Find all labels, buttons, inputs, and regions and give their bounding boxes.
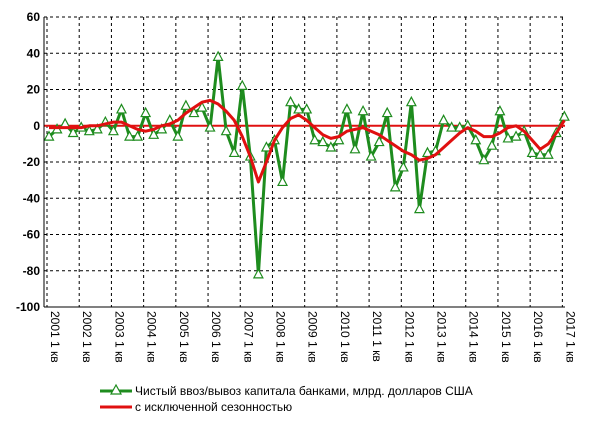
x-tick-label: 2009 1 кв: [306, 311, 320, 363]
data-point-capital-flow: [494, 104, 506, 116]
data-point-capital-flow: [277, 175, 289, 187]
grid: [44, 16, 565, 307]
y-tick-label: 60: [27, 10, 41, 24]
data-point-capital-flow: [309, 133, 321, 145]
legend-item-seasonally-adjusted: с исключенной сезонностью: [100, 400, 292, 414]
data-point-capital-flow: [196, 101, 208, 112]
x-tick-label: 2004 1 кв: [145, 311, 159, 363]
y-axis: 60 40 20 0 -20 -40 -60 -80 -100: [16, 10, 40, 314]
y-tick-label: -40: [23, 191, 41, 205]
data-point-capital-flow: [228, 146, 240, 158]
data-point-capital-flow: [156, 123, 168, 134]
data-point-capital-flow: [365, 150, 377, 161]
x-tick-label: 2003 1 кв: [112, 311, 126, 363]
x-axis: 2001 1 кв 2002 1 кв 2003 1 кв 2004 1 кв 2005…: [48, 311, 577, 363]
y-tick-label: -60: [23, 228, 41, 242]
data-point-capital-flow: [478, 153, 490, 165]
x-tick-label: 2005 1 кв: [177, 311, 191, 363]
legend: Чистый ввоз/вывоз капитала банками, млрд…: [100, 383, 473, 414]
data-point-capital-flow: [438, 114, 450, 125]
x-tick-label: 2010 1 кв: [338, 311, 352, 363]
data-point-capital-flow: [83, 124, 95, 136]
x-tick-label: 2017 1 кв: [563, 311, 577, 363]
data-point-capital-flow: [446, 121, 458, 132]
data-point-capital-flow: [301, 103, 313, 114]
data-point-capital-flow: [413, 202, 425, 214]
data-point-capital-flow: [204, 121, 216, 132]
y-tick-label: 40: [27, 46, 41, 60]
data-point-capital-flow: [212, 50, 224, 61]
data-point-capital-flow: [333, 133, 345, 145]
data-point-capital-flow: [91, 123, 103, 134]
data-point-capital-flow: [140, 106, 152, 118]
x-tick-label: 2013 1 кв: [435, 311, 449, 363]
data-point-capital-flow: [341, 103, 353, 114]
data-point-capital-flow: [542, 148, 554, 159]
data-point-capital-flow: [67, 126, 79, 138]
data-point-capital-flow: [421, 146, 433, 158]
data-point-capital-flow: [107, 124, 119, 136]
data-point-capital-flow: [534, 148, 546, 159]
data-point-capital-flow: [405, 95, 417, 107]
data-point-capital-flow: [148, 128, 160, 139]
legend-item-capital-flow: Чистый ввоз/вывоз капитала банками, млрд…: [100, 383, 473, 398]
data-point-capital-flow: [397, 161, 409, 172]
y-tick-label: -100: [16, 300, 40, 314]
data-point-capital-flow: [454, 121, 466, 132]
data-point-capital-flow: [132, 130, 144, 141]
legend-marker-triangle-icon: [109, 383, 123, 395]
data-point-capital-flow: [510, 130, 522, 141]
data-point-capital-flow: [357, 104, 369, 116]
x-tick-label: 2001 1 кв: [48, 311, 62, 363]
data-point-capital-flow: [236, 79, 248, 90]
data-point-capital-flow: [124, 130, 136, 141]
data-point-capital-flow: [325, 141, 337, 152]
data-point-capital-flow: [43, 130, 55, 141]
data-point-capital-flow: [381, 106, 393, 118]
data-point-capital-flow: [558, 110, 570, 121]
x-tick-label: 2016 1 кв: [531, 311, 545, 363]
data-point-capital-flow: [260, 141, 272, 152]
y-tick-label: -80: [23, 264, 41, 278]
data-point-capital-flow: [349, 143, 361, 154]
data-point-capital-flow: [526, 146, 538, 158]
y-tick-label: -20: [23, 155, 41, 169]
data-point-capital-flow: [180, 99, 192, 110]
legend-label-capital-flow: Чистый ввоз/вывоз капитала банками, млрд…: [135, 384, 473, 398]
data-point-capital-flow: [317, 135, 329, 147]
data-point-capital-flow: [502, 132, 514, 143]
legend-label-seasonally-adjusted: с исключенной сезонностью: [135, 400, 292, 414]
x-tick-label: 2006 1 кв: [209, 311, 223, 363]
y-tick-label: 0: [33, 119, 40, 133]
data-point-capital-flow: [115, 103, 127, 114]
data-point-capital-flow: [188, 106, 200, 118]
x-tick-label: 2015 1 кв: [499, 311, 513, 363]
data-point-capital-flow: [293, 103, 305, 114]
data-point-capital-flow: [220, 124, 232, 136]
line-seasonally-adjusted: [49, 98, 566, 184]
x-tick-label: 2008 1 кв: [273, 311, 287, 363]
series-capital-flow: [43, 50, 570, 279]
x-tick-label: 2011 1 кв: [370, 311, 384, 362]
data-point-capital-flow: [389, 181, 401, 192]
data-point-capital-flow: [252, 268, 264, 279]
data-point-capital-flow: [486, 139, 498, 150]
x-tick-label: 2012 1 кв: [402, 311, 416, 363]
x-tick-label: 2014 1 кв: [467, 311, 481, 363]
series-seasonally-adjusted: [49, 98, 566, 184]
x-tick-label: 2007 1 кв: [241, 311, 255, 363]
y-tick-label: 20: [27, 83, 41, 97]
data-point-capital-flow: [373, 135, 385, 147]
data-point-capital-flow: [285, 95, 297, 107]
x-tick-label: 2002 1 кв: [80, 311, 94, 363]
data-point-capital-flow: [470, 133, 482, 145]
data-point-capital-flow: [172, 130, 184, 141]
